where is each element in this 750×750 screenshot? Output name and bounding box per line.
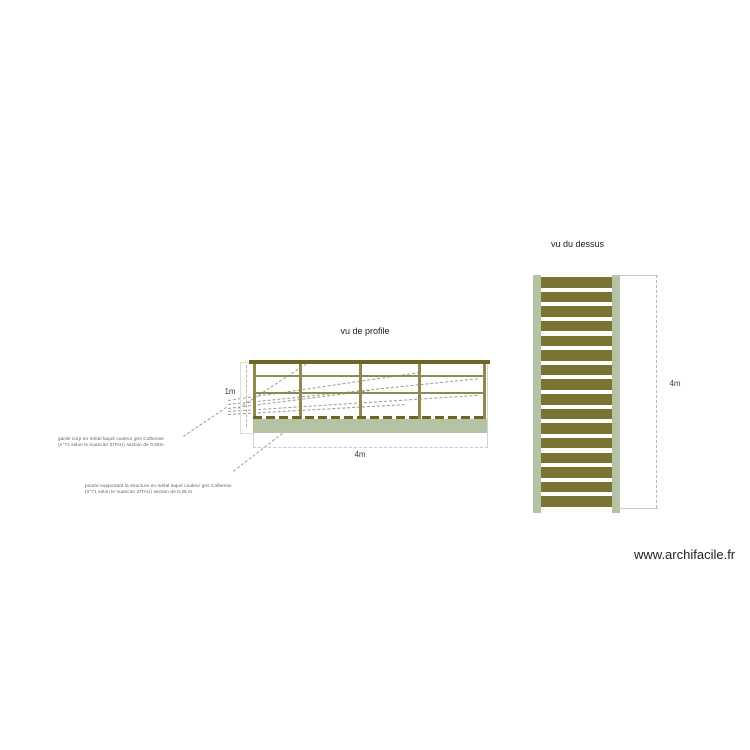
- deck-slat: [541, 394, 612, 405]
- handrail-top-rail: [249, 360, 490, 364]
- deck-slat: [541, 408, 612, 420]
- profile-view-title: vu de profile: [340, 326, 390, 336]
- deck-slat: [541, 364, 612, 376]
- handrail-mid-rail: [253, 375, 486, 377]
- top-view-title: vu du dessus: [550, 239, 605, 249]
- height-dimension-line: [246, 365, 247, 427]
- annotation-beam: poutre supportant la structure en métal …: [85, 483, 232, 495]
- support-beam-band: [253, 419, 487, 433]
- top-view-top-edge: [612, 275, 658, 276]
- deck-slat: [541, 320, 612, 332]
- handrail-low-rail: [253, 392, 486, 394]
- railing-post: [359, 364, 362, 419]
- top-view-slats: [541, 277, 612, 507]
- deck-slat: [541, 291, 612, 303]
- leader-line: [183, 406, 227, 437]
- top-view-right-beam: [612, 275, 620, 513]
- railing-post: [299, 364, 302, 419]
- profile-width-dim-label: 4m: [354, 450, 366, 459]
- annotation-beam-line1: poutre supportant la structure en métal …: [85, 483, 232, 488]
- annotation-guardrail: garde corp en métal laqué couleur gris C…: [58, 436, 164, 448]
- deck-slat: [541, 437, 612, 449]
- deck-slat: [541, 452, 612, 463]
- deck-slat: [541, 306, 612, 317]
- deck-slat: [541, 467, 612, 478]
- top-view-bottom-edge: [618, 508, 658, 509]
- deck-slat: [541, 277, 612, 288]
- deck-slat: [541, 496, 612, 507]
- deck-edge-dashed-line: [253, 416, 487, 419]
- annotation-guardrail-line1: garde corp en métal laqué couleur gris C…: [58, 436, 164, 441]
- deck-slat: [541, 423, 612, 434]
- profile-height-dim-label: 1m: [224, 387, 236, 396]
- railing-post: [483, 364, 486, 419]
- annotation-guardrail-line2: (n°71 selon le nuancier ZITAU) section d…: [58, 441, 164, 447]
- top-view-right-dashed-edge: [656, 275, 657, 508]
- top-view-left-beam: [533, 275, 541, 513]
- deck-slat: [541, 335, 612, 346]
- railing-post: [418, 364, 421, 419]
- archifacile-watermark: www.archifacile.fr: [634, 547, 736, 562]
- deck-slat: [541, 379, 612, 390]
- deck-slat: [541, 481, 612, 493]
- top-view-height-dim-label: 4m: [669, 379, 681, 388]
- deck-slat: [541, 350, 612, 361]
- railing-post: [253, 364, 256, 419]
- annotation-beam-line2: (n°71 selon le nuancier ZITAU) section d…: [85, 488, 193, 494]
- height-dimension-bracket: [240, 362, 254, 434]
